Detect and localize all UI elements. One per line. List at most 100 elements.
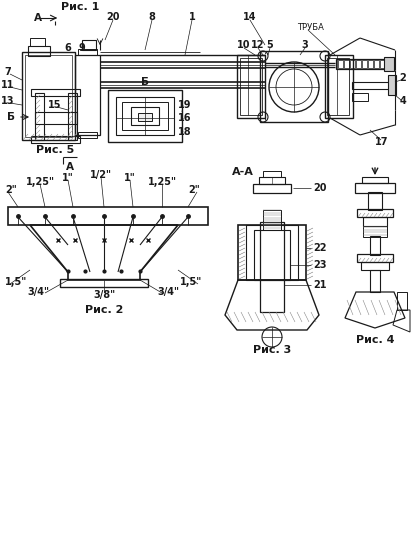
Bar	[263, 210, 281, 230]
Bar	[336, 59, 386, 69]
Bar	[78, 49, 97, 55]
Text: 23: 23	[313, 260, 327, 270]
Bar	[263, 171, 281, 177]
Bar	[344, 60, 349, 68]
Text: 2: 2	[400, 73, 406, 83]
Bar	[60, 279, 148, 287]
Text: А-А: А-А	[232, 167, 254, 177]
Text: 8: 8	[149, 12, 155, 22]
Bar	[131, 107, 159, 125]
Text: Б: Б	[7, 112, 15, 122]
Bar	[363, 226, 387, 237]
Bar	[31, 136, 80, 143]
Bar	[374, 60, 379, 68]
Text: 17: 17	[375, 137, 389, 147]
Bar	[240, 58, 262, 115]
Bar	[370, 236, 380, 255]
Bar	[384, 57, 394, 71]
Bar	[362, 60, 367, 68]
Text: ТРУБА: ТРУБА	[297, 24, 323, 32]
Text: 1,25": 1,25"	[26, 177, 55, 187]
Text: 15: 15	[48, 100, 62, 110]
Bar	[368, 192, 382, 210]
Text: 6: 6	[64, 43, 71, 53]
Text: 5: 5	[267, 40, 273, 50]
Bar	[370, 270, 380, 292]
Bar	[355, 183, 395, 193]
Text: 12: 12	[251, 40, 265, 50]
Bar	[368, 60, 373, 68]
Bar	[8, 207, 208, 225]
Bar	[78, 132, 97, 138]
Bar	[352, 82, 392, 89]
Text: А: А	[34, 13, 42, 23]
Bar	[238, 225, 306, 280]
Bar	[362, 177, 388, 183]
Bar	[357, 209, 393, 217]
Text: Рис. 5: Рис. 5	[36, 145, 74, 155]
Bar	[35, 93, 44, 140]
Text: 3/4": 3/4"	[27, 287, 49, 297]
Text: Рис. 2: Рис. 2	[85, 305, 123, 315]
Text: 11: 11	[1, 80, 15, 90]
Text: 1,5": 1,5"	[5, 277, 27, 287]
Bar	[122, 102, 168, 130]
Bar	[82, 40, 96, 50]
Bar	[35, 112, 77, 124]
Text: 1,25": 1,25"	[147, 177, 176, 187]
Text: 4: 4	[400, 96, 406, 106]
Text: 7: 7	[5, 67, 12, 77]
Bar	[260, 51, 328, 122]
Bar	[259, 177, 285, 184]
Bar	[68, 93, 77, 140]
Bar	[116, 97, 174, 135]
Text: 3/4": 3/4"	[157, 287, 179, 297]
Text: Рис. 3: Рис. 3	[253, 345, 291, 355]
Text: Рис. 4: Рис. 4	[356, 335, 394, 345]
Bar	[356, 60, 361, 68]
Bar	[380, 60, 385, 68]
Bar	[138, 113, 152, 121]
Bar	[260, 222, 284, 312]
Bar	[237, 55, 265, 118]
Bar	[338, 60, 343, 68]
Text: 3/8": 3/8"	[93, 290, 115, 300]
Bar	[25, 55, 72, 137]
Text: 2": 2"	[5, 185, 17, 195]
Bar	[28, 46, 50, 56]
Text: 2": 2"	[188, 185, 200, 195]
Text: 1": 1"	[62, 173, 74, 183]
Text: 1,5": 1,5"	[180, 277, 202, 287]
Bar	[108, 90, 182, 142]
Bar	[352, 93, 368, 101]
Text: 18: 18	[178, 127, 192, 137]
Text: Рис. 1: Рис. 1	[61, 2, 99, 12]
Bar	[361, 262, 389, 270]
Text: 21: 21	[313, 280, 327, 290]
Text: 13: 13	[1, 96, 15, 106]
Bar	[388, 75, 396, 95]
Bar	[75, 55, 100, 135]
Bar	[253, 184, 291, 193]
Bar	[397, 292, 407, 310]
Bar	[325, 55, 353, 118]
Text: 19: 19	[178, 100, 192, 110]
Text: 20: 20	[106, 12, 120, 22]
Bar	[363, 217, 387, 226]
Text: 1: 1	[189, 12, 195, 22]
Bar	[327, 58, 349, 115]
Text: 1/2": 1/2"	[90, 170, 112, 180]
Bar	[31, 89, 80, 96]
Bar	[30, 38, 45, 46]
Text: Б: Б	[141, 77, 149, 87]
Text: 1": 1"	[124, 173, 136, 183]
Text: А: А	[66, 162, 74, 172]
Text: 10: 10	[237, 40, 251, 50]
Text: 16: 16	[178, 113, 192, 123]
Text: 20: 20	[313, 183, 327, 193]
Bar	[357, 254, 393, 262]
Bar	[254, 230, 290, 280]
Text: 14: 14	[243, 12, 257, 22]
Text: 3: 3	[301, 40, 309, 50]
Bar	[246, 225, 298, 280]
